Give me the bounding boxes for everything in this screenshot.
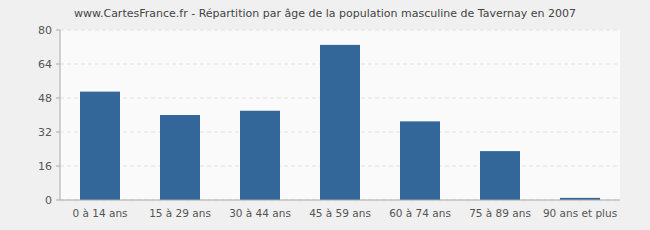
y-tick-label: 80 xyxy=(38,24,52,37)
y-tick-label: 16 xyxy=(38,160,52,173)
chart-container: www.CartesFrance.fr - Répartition par âg… xyxy=(0,0,650,230)
tick-mark xyxy=(56,200,60,201)
bar xyxy=(400,121,440,200)
y-axis xyxy=(60,30,61,200)
x-tick-label: 45 à 59 ans xyxy=(309,207,371,219)
chart-svg: www.CartesFrance.fr - Répartition par âg… xyxy=(0,0,650,230)
tick-mark xyxy=(56,98,60,99)
x-tick-label: 60 à 74 ans xyxy=(389,207,451,219)
bar xyxy=(240,111,280,200)
bars xyxy=(80,45,600,200)
tick-mark xyxy=(56,64,60,65)
bar xyxy=(480,151,520,200)
x-axis xyxy=(60,200,620,201)
background xyxy=(0,0,650,230)
grid-line xyxy=(60,30,620,31)
x-tick-label: 30 à 44 ans xyxy=(229,207,291,219)
x-tick-label: 15 à 29 ans xyxy=(149,207,211,219)
grid-line xyxy=(60,200,620,201)
bar xyxy=(320,45,360,200)
x-tick-label: 90 ans et plus xyxy=(543,207,617,219)
tick-mark xyxy=(56,132,60,133)
tick-mark xyxy=(56,30,60,31)
y-tick-label: 32 xyxy=(38,126,52,139)
bar xyxy=(160,115,200,200)
title: www.CartesFrance.fr - Répartition par âg… xyxy=(74,7,576,20)
y-tick-label: 48 xyxy=(38,92,52,105)
y-tick-label: 64 xyxy=(38,58,52,71)
y-tick-label: 0 xyxy=(45,194,52,207)
bar xyxy=(80,92,120,200)
tick-mark xyxy=(56,166,60,167)
plot-area xyxy=(60,30,620,200)
x-tick-label: 75 à 89 ans xyxy=(469,207,531,219)
x-tick-label: 0 à 14 ans xyxy=(72,207,127,219)
